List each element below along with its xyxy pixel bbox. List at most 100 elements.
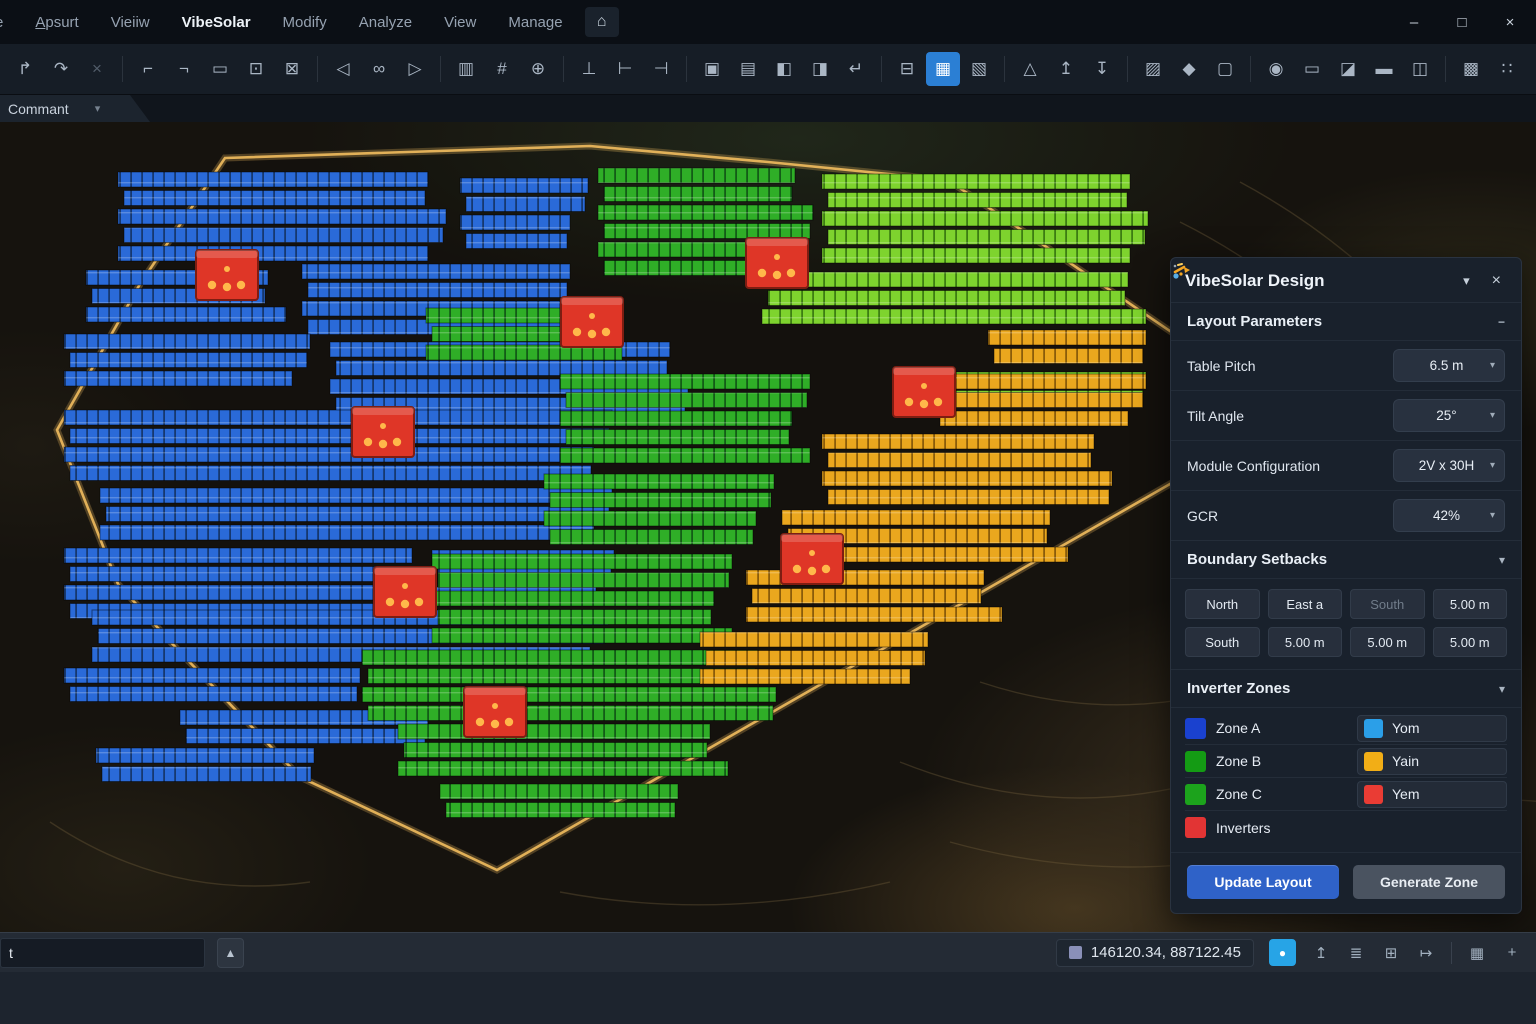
- panel-row-orange[interactable]: [939, 373, 1147, 390]
- setback-cell[interactable]: 5.00 m: [1432, 627, 1507, 657]
- section-inverter-zones[interactable]: Inverter Zones ▾: [1171, 669, 1521, 707]
- menu-item-manage[interactable]: Manage: [508, 13, 563, 31]
- panel-row-green[interactable]: [431, 590, 715, 607]
- panel-row-green[interactable]: [565, 392, 808, 408]
- panel-row-orange[interactable]: [751, 588, 982, 604]
- panel-row-green[interactable]: [431, 627, 733, 644]
- panel-collapse-icon[interactable]: ▾: [1463, 273, 1470, 288]
- maximize-button[interactable]: □: [1457, 13, 1467, 31]
- panel-row-blue[interactable]: [105, 506, 610, 522]
- datum-tool-icon[interactable]: ⊣: [653, 59, 669, 78]
- zone-color-swatch[interactable]: [1185, 717, 1206, 739]
- tab-command[interactable]: Commant ▾: [0, 95, 150, 122]
- panel-row-green[interactable]: [565, 429, 790, 445]
- section-layout-parameters[interactable]: Layout Parameters −: [1171, 302, 1521, 340]
- panel-row-blue[interactable]: [465, 233, 568, 249]
- menu-item-modify[interactable]: Modify: [282, 13, 327, 31]
- panel-row-orange[interactable]: [827, 489, 1110, 505]
- panel-row-green[interactable]: [543, 473, 775, 490]
- comment-tool-icon[interactable]: ▢: [1216, 59, 1234, 78]
- hatch-tool-icon[interactable]: #: [497, 59, 507, 78]
- panel-row-green[interactable]: [445, 802, 676, 818]
- viewport-tool-icon[interactable]: ▭: [1303, 59, 1321, 78]
- collapse-minus-icon[interactable]: −: [1497, 314, 1505, 329]
- zone-color-swatch[interactable]: [1364, 751, 1383, 771]
- panel-row-orange[interactable]: [745, 606, 1003, 623]
- panel-row-orange[interactable]: [993, 348, 1144, 364]
- zone-color-swatch[interactable]: [1185, 817, 1206, 838]
- panel-row-blue[interactable]: [99, 524, 595, 541]
- panel-row-green[interactable]: [437, 572, 730, 588]
- chamfer-tool-icon[interactable]: ¬: [179, 59, 189, 78]
- section-boundary-setbacks[interactable]: Boundary Setbacks ▾: [1171, 540, 1521, 578]
- grid-up-icon[interactable]: ↥: [1314, 944, 1328, 962]
- panel-row-orange[interactable]: [699, 631, 929, 648]
- zone-value-field[interactable]: Yem: [1357, 780, 1507, 808]
- layout-tool-icon[interactable]: ▤: [739, 59, 757, 78]
- setback-cell[interactable]: South: [1185, 627, 1260, 657]
- zone-color-swatch[interactable]: [1185, 750, 1206, 772]
- inverter-station[interactable]: [373, 566, 437, 618]
- panel-row-orange[interactable]: [945, 392, 1144, 408]
- panel-row-orange[interactable]: [699, 668, 911, 685]
- panel-row-blue[interactable]: [69, 428, 610, 444]
- panel-row-lime[interactable]: [827, 229, 1146, 245]
- offset-up-tool-icon[interactable]: ↥: [1058, 59, 1074, 78]
- panel-row-blue[interactable]: [63, 409, 613, 426]
- columns-tool-icon[interactable]: ▥: [457, 59, 475, 78]
- generate-zone-button[interactable]: Generate Zone: [1353, 865, 1505, 899]
- param-select-tilt-angle[interactable]: 25° ▾: [1393, 399, 1505, 432]
- panel-row-green[interactable]: [397, 760, 729, 777]
- command-send-button[interactable]: ▲: [217, 937, 244, 968]
- panel-row-orange[interactable]: [821, 470, 1113, 487]
- menu-item-view[interactable]: View: [444, 13, 477, 31]
- paper-space-icon[interactable]: ↦: [1419, 944, 1433, 962]
- polyline-tool-icon[interactable]: ↱: [17, 59, 33, 78]
- setback-cell[interactable]: 5.00 m: [1432, 589, 1507, 619]
- panel-row-blue[interactable]: [307, 282, 568, 298]
- panel-row-blue[interactable]: [85, 306, 287, 323]
- inverter-station[interactable]: [351, 406, 415, 458]
- panel-row-blue[interactable]: [63, 547, 413, 564]
- panel-row-green[interactable]: [425, 344, 623, 361]
- panel-row-blue[interactable]: [335, 360, 668, 376]
- panel-row-blue[interactable]: [95, 747, 315, 764]
- menu-item-e[interactable]: e: [0, 8, 17, 37]
- baseline-tool-icon[interactable]: ⊢: [617, 59, 633, 78]
- panel-row-orange[interactable]: [987, 329, 1147, 346]
- panel-row-green[interactable]: [597, 167, 796, 184]
- setback-cell[interactable]: East a: [1267, 589, 1342, 619]
- menu-item-analyze[interactable]: Analyze: [358, 13, 413, 31]
- panel-row-lime[interactable]: [827, 192, 1128, 208]
- panel-row-blue[interactable]: [63, 667, 361, 684]
- panel-row-green[interactable]: [549, 529, 754, 545]
- panel-row-blue[interactable]: [101, 766, 312, 782]
- panel-row-blue[interactable]: [123, 190, 426, 206]
- erase-tool-icon[interactable]: ×: [92, 59, 102, 78]
- panel-row-green[interactable]: [397, 723, 711, 740]
- zone-color-swatch[interactable]: [1364, 718, 1383, 738]
- offset-down-tool-icon[interactable]: ↧: [1094, 59, 1110, 78]
- inverter-station[interactable]: [560, 296, 624, 348]
- panel-row-blue[interactable]: [301, 263, 571, 280]
- panel-row-blue[interactable]: [69, 566, 410, 582]
- panel-row-blue[interactable]: [123, 227, 444, 243]
- menu-item-vieiiw[interactable]: Vieiiw: [110, 13, 150, 31]
- zone-value-field[interactable]: Yom: [1357, 714, 1507, 742]
- panel-row-blue[interactable]: [69, 352, 308, 368]
- mirror-right-tool-icon[interactable]: ▷: [408, 59, 422, 78]
- brush-tool-icon[interactable]: ◆: [1182, 59, 1196, 78]
- panel-row-orange[interactable]: [821, 433, 1095, 450]
- panel-row-blue[interactable]: [63, 370, 293, 387]
- panel-row-green[interactable]: [403, 742, 708, 758]
- panel-row-green[interactable]: [367, 668, 756, 684]
- mirror-left-tool-icon[interactable]: ◁: [336, 59, 350, 78]
- shade-tool-icon[interactable]: ▧: [970, 59, 988, 78]
- warning-tool-icon[interactable]: △: [1023, 59, 1037, 78]
- arc-tool-icon[interactable]: ↷: [53, 59, 69, 78]
- panel-row-green[interactable]: [597, 204, 814, 221]
- param-select-gcr[interactable]: 42% ▾: [1393, 499, 1505, 532]
- trim-tool-icon[interactable]: ⊠: [284, 59, 300, 78]
- layer-list-icon[interactable]: ≣: [1349, 944, 1363, 962]
- crosshair-icon[interactable]: +: [1507, 944, 1517, 961]
